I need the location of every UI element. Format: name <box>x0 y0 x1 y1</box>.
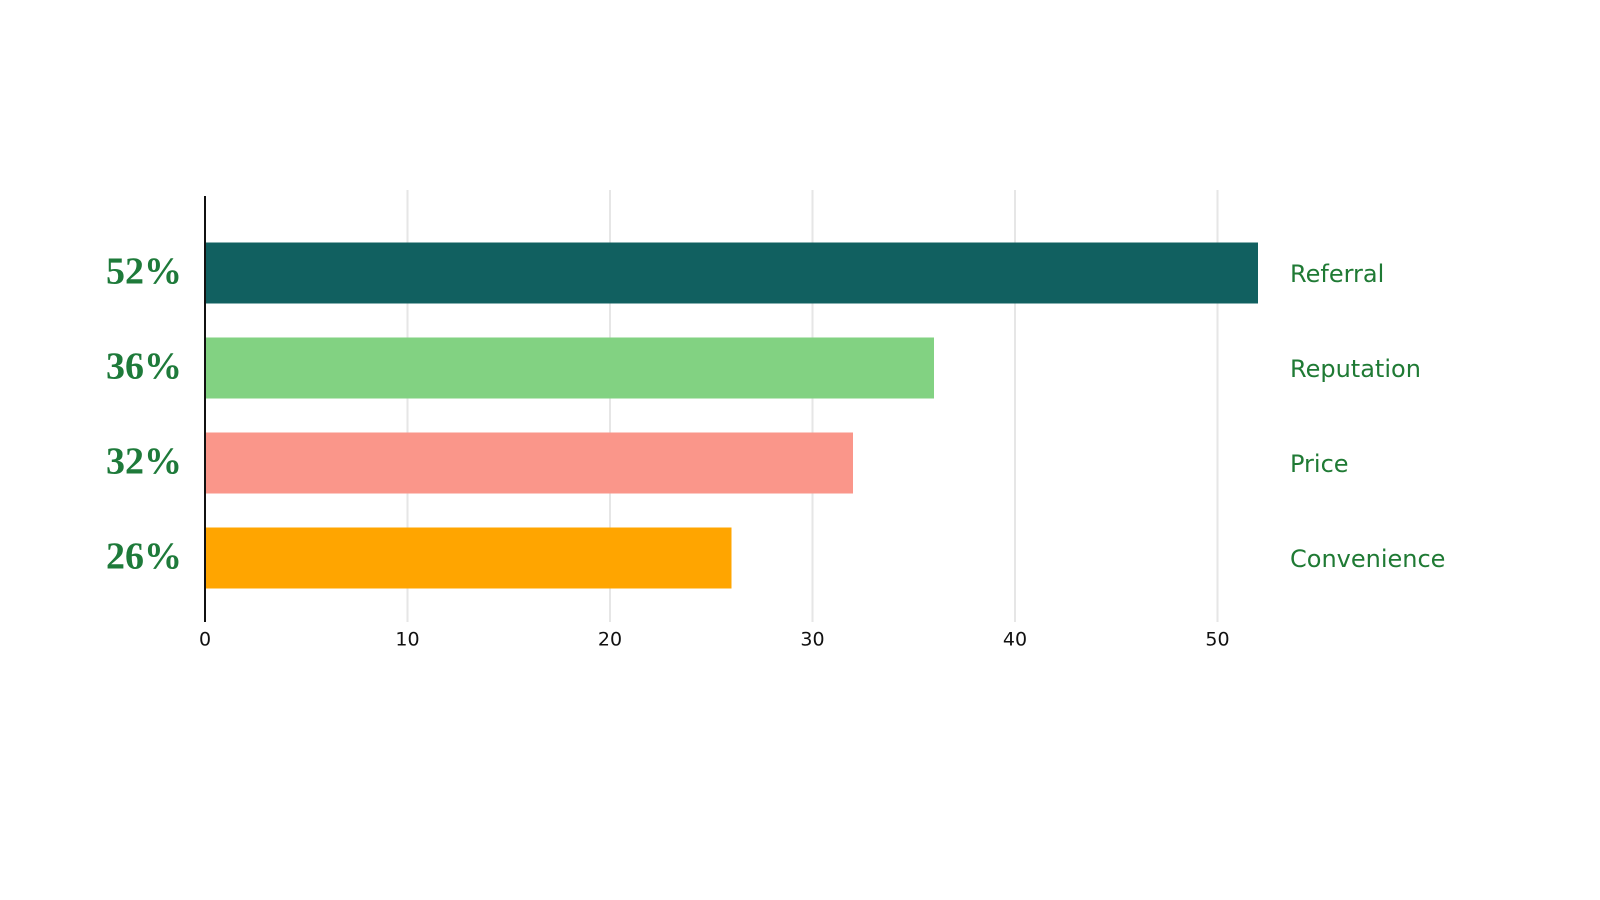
value-label: 32% <box>106 441 182 483</box>
value-label: 36% <box>106 346 182 388</box>
category-label: Convenience <box>1290 545 1445 573</box>
bar <box>205 337 934 399</box>
x-tick-label: 40 <box>1003 629 1027 651</box>
x-tick-label: 50 <box>1205 629 1229 651</box>
bar <box>205 527 732 589</box>
x-tick-label: 0 <box>199 629 211 651</box>
category-label: Referral <box>1290 260 1384 288</box>
category-label: Price <box>1290 450 1349 478</box>
value-label: 52% <box>106 251 182 293</box>
bar <box>205 242 1258 304</box>
x-tick-label: 30 <box>800 629 824 651</box>
x-tick-label: 20 <box>598 629 622 651</box>
x-tick-label: 10 <box>395 629 419 651</box>
bar <box>205 432 853 494</box>
value-label: 26% <box>106 536 182 578</box>
category-label: Reputation <box>1290 355 1421 383</box>
